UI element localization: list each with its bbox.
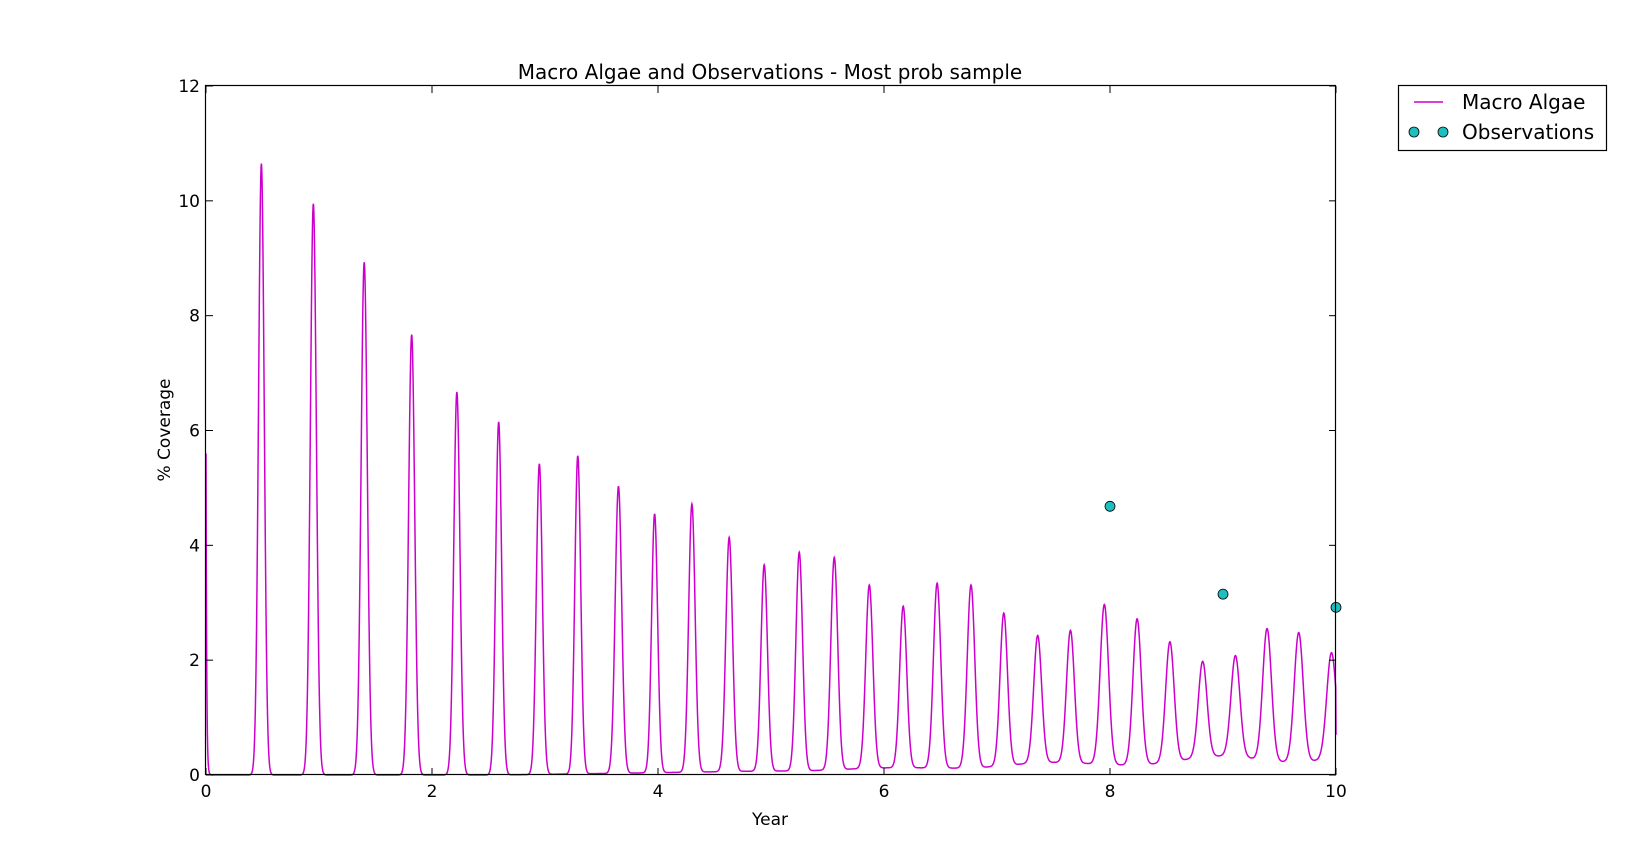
macro-algae-line (205, 163, 1337, 776)
y-axis-tick-labels: 0 2 4 6 8 10 12 (178, 77, 200, 786)
x-tick-label: 4 (653, 782, 664, 802)
chart-title: Macro Algae and Observations - Most prob… (518, 60, 1022, 84)
observation-point (1217, 588, 1229, 600)
y-tick-label: 4 (189, 536, 200, 556)
x-tick-label: 0 (201, 782, 212, 802)
x-tick-label: 8 (1105, 782, 1116, 802)
x-tick-label: 10 (1325, 782, 1347, 802)
legend-marker-swatch (1408, 126, 1420, 138)
observation-point (1104, 500, 1116, 512)
x-axis-title: Year (751, 810, 788, 830)
y-tick-label: 6 (189, 422, 200, 442)
legend-marker-swatch (1437, 126, 1449, 138)
y-tick-label: 0 (189, 766, 200, 786)
y-tick-label: 2 (189, 651, 200, 671)
observations-series (1104, 500, 1342, 613)
y-tick-label: 8 (189, 307, 200, 327)
legend-box (1397, 84, 1608, 152)
legend: Macro Algae Observations (1397, 84, 1608, 152)
macro-algae-series (205, 163, 1337, 776)
x-tick-label: 6 (879, 782, 890, 802)
plot-area (204, 84, 1342, 776)
legend-label-observations: Observations (1462, 120, 1594, 144)
legend-label-macro-algae: Macro Algae (1462, 90, 1585, 114)
plot-frame (204, 84, 1337, 776)
y-tick-label: 10 (178, 192, 200, 212)
x-axis-tick-labels: 0 2 4 6 8 10 (201, 782, 1347, 802)
y-tick-label: 12 (178, 77, 200, 97)
y-axis-title: % Coverage (155, 378, 175, 481)
x-tick-label: 2 (427, 782, 438, 802)
